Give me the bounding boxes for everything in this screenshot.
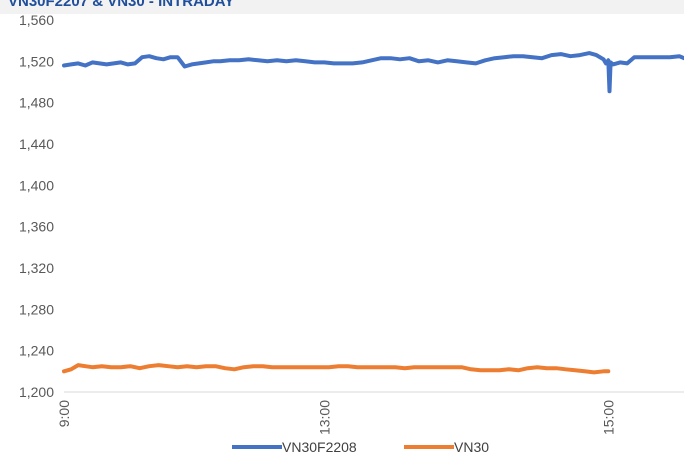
y-tick-label: 1,240 xyxy=(19,343,54,359)
series-line-vn30 xyxy=(62,363,611,375)
y-tick-label: 1,440 xyxy=(19,136,54,152)
y-tick-label: 1,560 xyxy=(19,12,54,28)
series-lines xyxy=(62,51,684,375)
y-tick-label: 1,320 xyxy=(19,260,54,276)
legend: VN30F2208 VN30 xyxy=(232,439,489,455)
x-tick-labels: 9:00 13:00 15:00 xyxy=(56,400,616,435)
x-tick-label: 13:00 xyxy=(316,400,332,435)
y-tick-label: 1,520 xyxy=(19,53,54,69)
title-bar: VN30F2207 & VN30 - INTRADAY xyxy=(0,0,684,14)
y-tick-labels: 1,200 1,240 1,280 1,320 1,360 1,400 1,440 1,480… xyxy=(19,12,54,400)
chart-title: VN30F2207 & VN30 - INTRADAY xyxy=(8,0,235,10)
legend-label-vn30f2208: VN30F2208 xyxy=(282,439,357,455)
x-tick-label: 15:00 xyxy=(600,400,616,435)
series-line-vn30f2208 xyxy=(62,51,684,94)
y-tick-label: 1,360 xyxy=(19,219,54,235)
y-tick-label: 1,400 xyxy=(19,177,54,193)
y-tick-label: 1,280 xyxy=(19,301,54,317)
y-tick-label: 1,480 xyxy=(19,95,54,111)
y-tick-label: 1,200 xyxy=(19,384,54,400)
legend-label-vn30: VN30 xyxy=(454,439,489,455)
x-tick-label: 9:00 xyxy=(56,400,72,427)
